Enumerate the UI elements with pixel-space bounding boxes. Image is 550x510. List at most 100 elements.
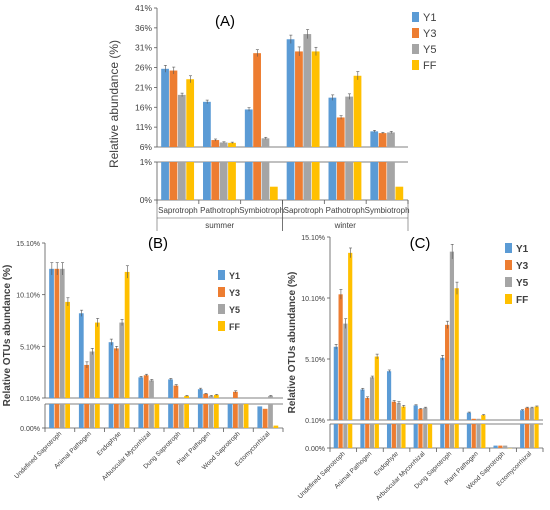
y-tick-label: 5.10% [305,357,325,364]
bar [173,385,179,398]
y-tick-label: 6% [140,142,153,152]
bar-lower [401,424,406,448]
y-tick-label: 0.10% [305,418,325,425]
bar-lower [78,404,84,428]
bar [114,348,119,398]
bar [333,346,338,420]
bar [449,251,455,420]
bar-lower [59,404,65,428]
bar [186,79,195,147]
bar-lower [124,404,130,428]
bar-lower [138,404,144,428]
bar-lower [161,162,169,200]
category-label: Saprotroph [284,206,324,215]
category-label: Arbuscular Mycorrhizal [375,450,427,502]
bar [253,53,261,147]
legend-swatch [412,44,419,54]
bar-lower [311,162,320,200]
bar-lower [343,424,348,448]
bar-lower [360,424,365,448]
bar [168,379,173,398]
bar-lower [370,162,379,200]
legend-label: FF [423,60,437,72]
bar-lower [481,424,486,448]
bar [119,322,125,398]
legend-label: Y5 [229,305,240,315]
bar [177,94,186,147]
bar-lower [168,404,173,428]
bar-lower [178,404,184,428]
bar-lower [173,404,179,428]
bar-lower [261,162,270,200]
bar [228,142,236,147]
bar-lower [353,162,362,200]
bar [49,268,54,398]
bar [348,252,353,420]
bar [203,101,211,147]
legend-label: Y3 [229,288,240,298]
bar-lower [529,424,534,448]
legend-swatch [505,243,512,253]
bar-lower [219,162,228,200]
bar-lower [213,404,219,428]
bar-lower [149,404,154,428]
bar-lower [449,424,455,448]
bar-lower [423,424,428,448]
category-label: Endophyte [373,450,400,477]
y-axis-label: Relative OTUs abundance (%) [287,272,298,414]
bar [108,342,114,398]
legend-swatch [218,287,225,297]
category-label: Undefined Saprotroph [13,430,63,480]
legend-label: Y1 [423,12,436,24]
bar-lower [445,424,450,448]
bar-lower [84,404,90,428]
bar [534,406,539,420]
bar-lower [169,162,178,200]
bar [529,407,534,420]
group-label: winter [334,221,357,230]
legend-swatch [412,60,419,70]
bar [466,412,472,420]
bar-lower [211,162,220,200]
y-tick-label: 10.10% [301,296,325,303]
bar [303,34,312,147]
bar-lower [286,162,295,200]
legend-label: Y5 [516,278,529,289]
bar [374,356,379,420]
bar-lower [338,424,343,448]
bar-lower [498,445,503,448]
bar [94,322,100,398]
bar-lower [143,404,149,428]
legend-swatch [218,304,225,314]
legend-label: Y3 [516,261,529,272]
bar-lower [440,424,445,448]
y-tick-label: 36% [135,23,152,33]
bar-lower [89,404,95,428]
bar-lower [418,424,423,448]
panel-label: (B) [148,235,168,252]
bar [138,377,144,398]
bar-lower [520,424,525,448]
bar [481,415,486,420]
bar [338,294,343,420]
category-label: Symbiotroph [365,206,410,215]
y-tick-label: 26% [135,63,152,73]
bar-lower [333,424,338,448]
bar-lower [503,445,508,448]
bar-lower [345,162,354,200]
category-label: Pathotroph [326,206,365,215]
category-label: Pathotroph [200,206,239,215]
bar [520,410,525,420]
bar-lower [493,445,498,448]
bar-lower [177,162,186,200]
bar [219,142,228,147]
bar [78,313,84,398]
legend-swatch [412,12,419,22]
bar-lower [108,404,114,428]
bar [169,70,178,147]
bar-lower [534,424,539,448]
bar-lower [227,404,233,428]
bar [184,395,189,398]
bar-lower [94,404,100,428]
